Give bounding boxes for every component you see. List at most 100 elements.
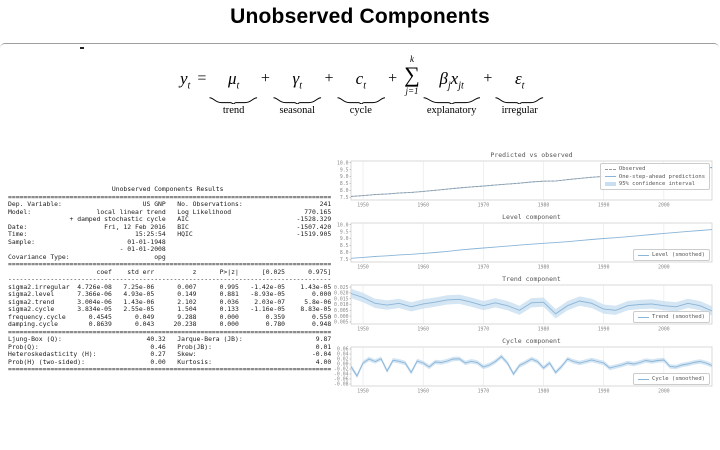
chart-canvas-trend-component: 1950 1960 1970 1980 1990 20000.0250.0200.0150… bbox=[331, 275, 713, 333]
svg-text:9.5: 9.5 bbox=[340, 167, 349, 173]
chart-trend-component: 1950 1960 1970 1980 1990 2000 0.025 0.020 0.015 0… bbox=[331, 274, 719, 336]
chart-cycle-component: 1950 1960 1970 1980 1990 2000 0.06 0.04 0.02 0.00… bbox=[334, 336, 719, 398]
underbrace-icon bbox=[273, 97, 322, 104]
svg-text:0.005: 0.005 bbox=[334, 308, 349, 314]
svg-text:8.5: 8.5 bbox=[340, 243, 349, 249]
svg-text:-0.04: -0.04 bbox=[334, 372, 349, 378]
svg-text:1980: 1980 bbox=[538, 327, 550, 333]
svg-text:-0.08: -0.08 bbox=[334, 382, 349, 388]
equation-term-cycle: ct cycle bbox=[341, 69, 382, 116]
underbrace-icon bbox=[423, 97, 481, 104]
term-label-explanatory: explanatory bbox=[426, 105, 477, 117]
svg-text:8.0: 8.0 bbox=[340, 250, 349, 256]
legend-cycle-component: Cycle (smoothed) bbox=[633, 373, 710, 385]
term-label-seasonal: seasonal bbox=[279, 105, 316, 117]
svg-text:7.5: 7.5 bbox=[340, 257, 349, 263]
svg-text:1980: 1980 bbox=[538, 389, 550, 395]
equation-term-explanatory: βjxjt explanatory bbox=[427, 69, 477, 116]
legend-predicted-vs-observed: Observed One-step-ahead predictions 95% co… bbox=[599, 163, 710, 190]
svg-text:8.0: 8.0 bbox=[340, 188, 349, 194]
term-label-irregular: irregular bbox=[501, 105, 538, 117]
svg-text:7.5: 7.5 bbox=[340, 195, 349, 201]
term-body-trend: μt bbox=[227, 69, 240, 92]
underbrace-icon bbox=[495, 97, 544, 104]
legend-label: Observed bbox=[618, 166, 646, 172]
chart-predicted-vs-observed: 1950 1960 1970 1980 1990 2000 10.0 9.5 9.0 8.5 8.0… bbox=[334, 150, 719, 212]
svg-text:1990: 1990 bbox=[598, 203, 610, 209]
chart-canvas-cycle-component: 1950 1960 1970 1980 1990 2000 0.060.040.020.00… bbox=[334, 337, 713, 395]
svg-text:0.015: 0.015 bbox=[334, 296, 349, 302]
svg-text:1960: 1960 bbox=[417, 389, 429, 395]
svg-text:1950: 1950 bbox=[357, 327, 369, 333]
svg-text:2000: 2000 bbox=[658, 327, 670, 333]
svg-text:0.025: 0.025 bbox=[334, 285, 349, 291]
plus-sign: + bbox=[260, 70, 270, 87]
svg-text:1960: 1960 bbox=[417, 327, 429, 333]
legend-line-swatch bbox=[604, 168, 616, 170]
term-label-cycle: cycle bbox=[349, 105, 372, 117]
legend-entry: Observed bbox=[604, 166, 705, 172]
svg-text:1960: 1960 bbox=[417, 203, 429, 209]
plus-sign: + bbox=[388, 70, 398, 87]
svg-text:1960: 1960 bbox=[417, 265, 429, 271]
svg-text:8.5: 8.5 bbox=[340, 181, 349, 187]
term-body-seasonal: γt bbox=[292, 69, 302, 92]
svg-text:10.0: 10.0 bbox=[337, 160, 349, 166]
svg-text:Level component: Level component bbox=[502, 213, 561, 221]
equation-lhs: yt bbox=[180, 69, 191, 92]
svg-text:Cycle component: Cycle component bbox=[502, 337, 561, 345]
legend-label: Trend (smoothed) bbox=[652, 314, 705, 320]
svg-text:-0.005: -0.005 bbox=[334, 320, 349, 326]
legend-line-swatch bbox=[604, 176, 616, 177]
svg-text:0.000: 0.000 bbox=[334, 314, 349, 320]
legend-entry: Trend (smoothed) bbox=[638, 314, 705, 320]
svg-text:1950: 1950 bbox=[357, 203, 369, 209]
svg-text:0.06: 0.06 bbox=[337, 347, 349, 353]
underbrace-icon bbox=[337, 97, 386, 104]
sum-lower-limit: j=1 bbox=[405, 86, 419, 96]
divider bbox=[0, 43, 719, 52]
svg-text:2000: 2000 bbox=[658, 265, 670, 271]
plus-sign: + bbox=[324, 70, 334, 87]
svg-text:1950: 1950 bbox=[357, 389, 369, 395]
plus-sign: + bbox=[483, 70, 493, 87]
legend-line-swatch bbox=[638, 316, 650, 318]
svg-text:1950: 1950 bbox=[357, 265, 369, 271]
svg-text:10.0: 10.0 bbox=[337, 222, 349, 228]
legend-label: Cycle (smoothed) bbox=[652, 376, 705, 382]
svg-text:1980: 1980 bbox=[538, 265, 550, 271]
svg-text:1990: 1990 bbox=[598, 327, 610, 333]
summation: k ∑ j=1 bbox=[404, 55, 420, 97]
legend-entry: 95% confidence interval bbox=[604, 181, 705, 187]
legend-label: 95% confidence interval bbox=[618, 181, 696, 187]
svg-text:-0.02: -0.02 bbox=[334, 367, 349, 373]
svg-text:1980: 1980 bbox=[538, 203, 550, 209]
term-body-cycle: ct bbox=[355, 69, 366, 92]
charts-panel: 1950 1960 1970 1980 1990 2000 10.0 9.5 9.0 8.5 8.0… bbox=[331, 150, 719, 398]
svg-text:1990: 1990 bbox=[598, 389, 610, 395]
term-body-irregular: εt bbox=[514, 69, 525, 92]
sigma-symbol: ∑ bbox=[404, 62, 420, 87]
chart-canvas-level-component: 1950 1960 1970 1980 1990 2000 10.09.59.08.58.0… bbox=[337, 213, 713, 271]
equation-term-seasonal: γt seasonal bbox=[277, 69, 318, 116]
term-label-trend: trend bbox=[222, 105, 245, 117]
svg-text:-0.06: -0.06 bbox=[334, 377, 349, 383]
legend-label: Level (smoothed) bbox=[652, 252, 705, 258]
svg-text:1970: 1970 bbox=[478, 265, 490, 271]
svg-text:0.00: 0.00 bbox=[337, 362, 349, 368]
equation-term-trend: μt trend bbox=[213, 69, 254, 116]
svg-text:1990: 1990 bbox=[598, 265, 610, 271]
svg-text:Predicted vs observed: Predicted vs observed bbox=[490, 151, 572, 159]
svg-text:0.010: 0.010 bbox=[334, 302, 349, 308]
svg-text:1970: 1970 bbox=[478, 327, 490, 333]
svg-text:9.5: 9.5 bbox=[340, 229, 349, 235]
term-body-explanatory: βjxjt bbox=[439, 69, 464, 92]
legend-trend-component: Trend (smoothed) bbox=[633, 311, 710, 323]
legend-entry: Cycle (smoothed) bbox=[638, 376, 705, 382]
chart-level-component: 1950 1960 1970 1980 1990 2000 10.0 9.5 9.0 8.5 8.0… bbox=[334, 212, 719, 274]
svg-text:9.0: 9.0 bbox=[340, 174, 349, 180]
equation-term-irregular: εt irregular bbox=[499, 69, 540, 116]
svg-text:1970: 1970 bbox=[478, 389, 490, 395]
legend-line-swatch bbox=[638, 378, 650, 380]
stray-bullet bbox=[80, 47, 84, 49]
